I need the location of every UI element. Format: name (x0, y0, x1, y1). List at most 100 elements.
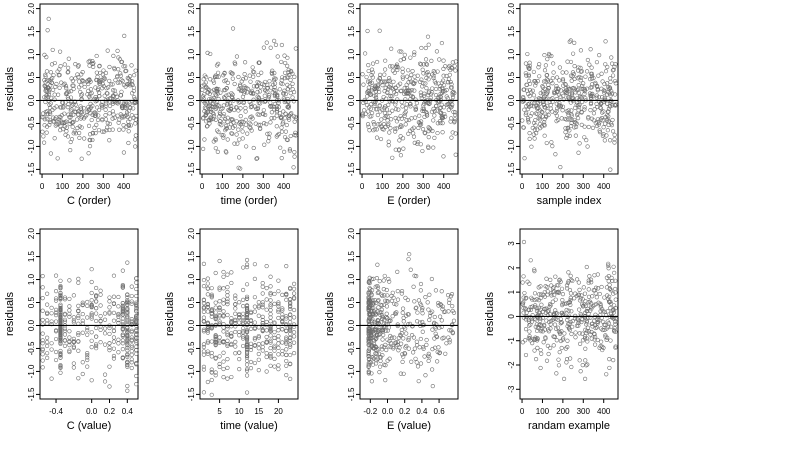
data-point (217, 114, 222, 119)
data-point (67, 278, 72, 283)
data-point (209, 292, 214, 297)
data-point (411, 335, 417, 340)
data-point (133, 133, 138, 138)
data-point (110, 109, 116, 114)
data-point (221, 114, 226, 119)
data-point (379, 307, 384, 312)
data-point (557, 277, 562, 282)
x-tick-label: 200 (236, 182, 250, 191)
data-point (582, 291, 588, 296)
data-point (242, 72, 247, 77)
data-point (591, 111, 597, 116)
data-point (274, 108, 279, 113)
data-point (57, 49, 63, 54)
data-point (530, 341, 535, 346)
data-point (403, 105, 409, 111)
data-point (120, 346, 125, 352)
x-tick-label: 100 (216, 182, 230, 191)
data-point (445, 293, 451, 298)
data-point (400, 136, 406, 141)
data-point (268, 315, 273, 320)
data-point (248, 326, 254, 331)
data-point (80, 110, 85, 115)
data-point (568, 273, 573, 278)
data-point (276, 308, 281, 313)
data-point (102, 379, 108, 384)
data-point (388, 344, 393, 350)
data-point (538, 91, 543, 96)
data-point (269, 110, 274, 115)
data-point (58, 285, 63, 291)
data-point (248, 359, 254, 365)
data-point (280, 319, 285, 324)
data-point (265, 82, 270, 88)
data-point (76, 63, 81, 68)
data-point (62, 338, 68, 343)
data-point (552, 89, 557, 94)
data-point (373, 84, 378, 89)
data-point (251, 145, 256, 151)
data-point (413, 356, 418, 361)
data-point (608, 305, 613, 311)
data-point (586, 115, 591, 120)
data-point (79, 156, 84, 161)
data-point (264, 286, 269, 291)
data-point (367, 128, 372, 133)
data-point (538, 292, 544, 297)
data-point (441, 66, 446, 71)
data-point (255, 105, 261, 110)
data-point (104, 125, 110, 130)
data-point (129, 81, 134, 86)
data-point (395, 289, 400, 294)
data-point (217, 299, 222, 304)
data-point (570, 318, 575, 324)
data-point (221, 269, 226, 275)
data-point (580, 83, 585, 89)
data-point (432, 70, 437, 75)
data-point (245, 131, 250, 136)
data-point (532, 78, 538, 84)
data-point (80, 330, 85, 335)
data-point (534, 297, 539, 302)
data-point (412, 88, 417, 93)
data-point (40, 308, 45, 313)
data-point (45, 117, 50, 122)
data-point (595, 104, 600, 110)
data-point (547, 304, 552, 309)
data-point (252, 335, 257, 341)
data-point (521, 125, 526, 130)
data-point (588, 277, 594, 282)
data-point (426, 72, 431, 77)
data-point (286, 117, 292, 122)
data-point (554, 338, 559, 343)
data-point (560, 108, 565, 113)
data-point (115, 74, 120, 80)
data-point (217, 354, 222, 359)
data-point (244, 336, 250, 341)
data-point (605, 293, 610, 298)
data-point (392, 126, 398, 131)
data-point (125, 364, 130, 369)
data-point (134, 307, 139, 312)
data-point (107, 103, 113, 109)
y-tick-label: 0 (507, 314, 516, 319)
data-point (377, 28, 382, 33)
data-point (573, 90, 578, 95)
data-point (86, 88, 91, 93)
data-point (129, 113, 135, 118)
data-point (272, 291, 277, 297)
data-point (282, 53, 287, 58)
data-point (365, 102, 370, 108)
data-point (213, 317, 218, 322)
data-point (232, 60, 237, 65)
data-point (66, 112, 71, 117)
data-point (244, 317, 250, 323)
data-point (48, 70, 53, 75)
data-point (386, 102, 391, 107)
data-point (398, 371, 403, 376)
data-point (214, 88, 220, 94)
data-point (291, 99, 296, 104)
data-point (107, 78, 112, 84)
data-point (592, 107, 597, 112)
data-point (521, 239, 527, 245)
